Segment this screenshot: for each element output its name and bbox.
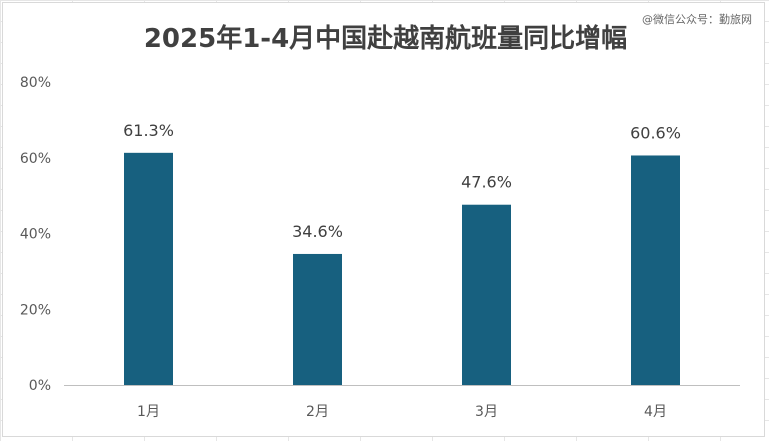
- x-tick-label: 1月: [137, 404, 160, 420]
- watermark: @微信公众号：勤旅网: [642, 13, 752, 26]
- bars: [124, 152, 680, 385]
- data-labels: 61.3% 34.6% 47.6% 60.6%: [123, 121, 681, 241]
- data-label: 34.6%: [292, 222, 343, 241]
- bar: [124, 152, 173, 385]
- data-label: 60.6%: [630, 123, 681, 142]
- y-tick-label: 80%: [20, 75, 51, 91]
- data-label: 61.3%: [123, 121, 174, 140]
- y-axis-tick-labels: 0% 20% 40% 60% 80%: [20, 75, 51, 394]
- y-tick-label: 60%: [20, 151, 51, 167]
- x-tick-label: 3月: [475, 404, 498, 420]
- bar: [293, 253, 342, 385]
- y-tick-label: 40%: [20, 227, 51, 243]
- x-tick-label: 4月: [644, 404, 667, 420]
- x-axis-tick-labels: 1月 2月 3月 4月: [137, 404, 667, 420]
- bar: [462, 204, 511, 385]
- bar: [631, 155, 680, 385]
- data-label: 47.6%: [461, 173, 512, 192]
- x-tick-label: 2月: [306, 404, 329, 420]
- chart-title: 2025年1-4月中国赴越南航班量同比增幅: [143, 24, 628, 54]
- y-tick-label: 0%: [29, 378, 51, 394]
- y-tick-label: 20%: [20, 302, 51, 318]
